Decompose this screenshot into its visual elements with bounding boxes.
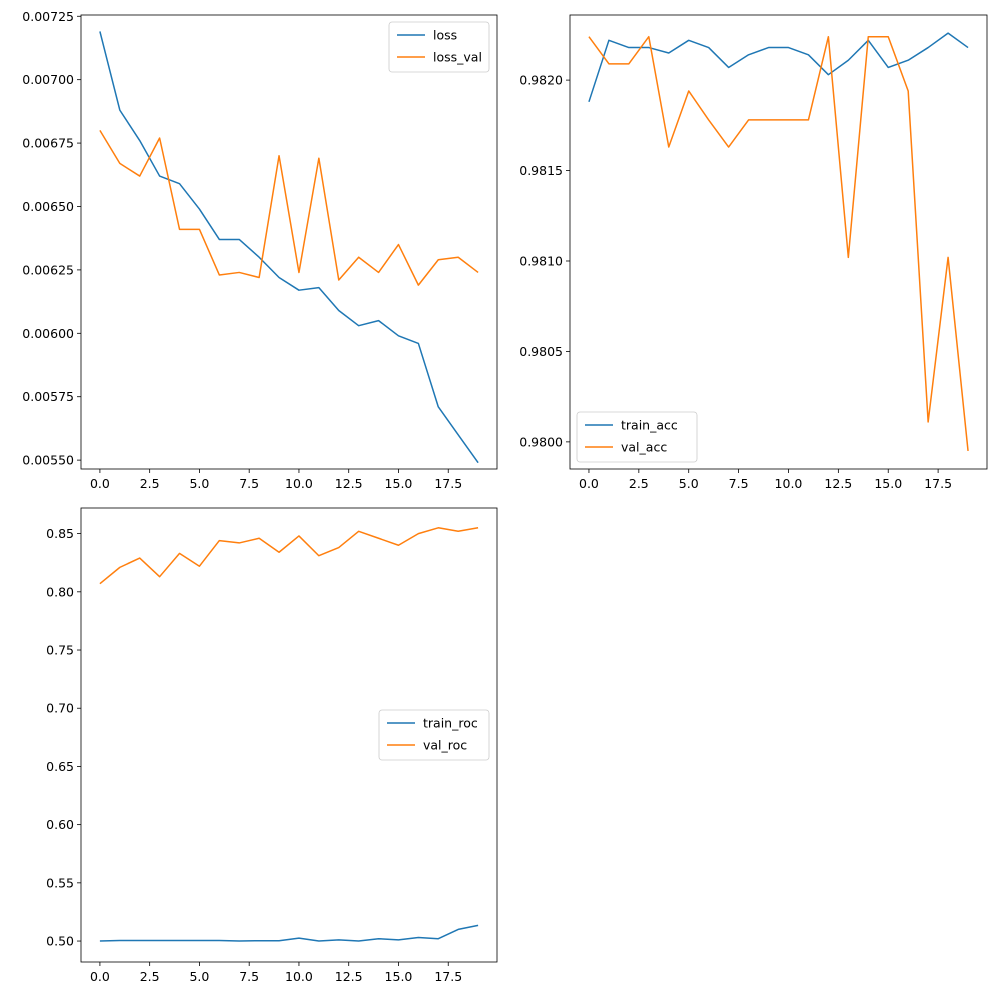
chart-2-x-tick-label: 15.0	[874, 476, 902, 491]
chart-2-y-tick-label: 0.9800	[519, 434, 563, 449]
chart-3-x-tick-label: 5.0	[189, 969, 209, 984]
chart-2-legend: train_acc val_acc	[576, 411, 698, 463]
chart-3-x-tick-label: 17.5	[434, 969, 462, 984]
chart-3-x-tick-label: 10.0	[285, 969, 313, 984]
chart-1-y-tick-label: 0.00675	[22, 136, 74, 151]
chart-1-legend-label-loss_val: loss_val	[433, 50, 482, 65]
chart-1-y-tick-label: 0.00550	[22, 453, 74, 468]
chart-1-legend: loss loss_val	[388, 21, 490, 73]
chart-1-y-tick-label: 0.00600	[22, 326, 74, 341]
chart-1-x-tick-label: 0.0	[90, 476, 110, 491]
chart-1-series-loss-line	[99, 31, 479, 464]
chart-3-x-tick-label: 2.5	[140, 969, 160, 984]
chart-3-y-tick-label: 0.85	[46, 526, 74, 541]
chart-1-x-tick-label: 5.0	[189, 476, 209, 491]
chart-3-x-tick-label: 0.0	[90, 969, 110, 984]
chart-3-frame	[80, 507, 498, 963]
chart-2-series-train_acc-line	[588, 32, 969, 103]
chart-2-y-tick-label: 0.9815	[519, 163, 563, 178]
chart-3-y-tick-label: 0.55	[46, 875, 74, 890]
chart-3-x-tick-label: 15.0	[385, 969, 413, 984]
chart-3-y-tick-label: 0.75	[46, 643, 74, 658]
chart-1-x-tick-label: 2.5	[140, 476, 160, 491]
chart-1-y-tick-label: 0.00575	[22, 389, 74, 404]
chart-1-legend-label-loss: loss	[433, 28, 457, 43]
chart-1-y-tick-label: 0.00700	[22, 72, 74, 87]
chart-2-frame	[569, 14, 988, 470]
chart-3-y-tick-label: 0.65	[46, 759, 74, 774]
chart-3-legend-label-val_roc: val_roc	[423, 738, 467, 753]
chart-3-y-tick-label: 0.70	[46, 701, 74, 716]
chart-2-x-tick-label: 0.0	[579, 476, 599, 491]
chart-2-x-tick-label: 7.5	[729, 476, 749, 491]
chart-3-series-train_roc-line	[99, 924, 479, 942]
chart-2-series-val_acc-line	[588, 35, 969, 451]
chart-2-y-tick-label: 0.9820	[519, 73, 563, 88]
chart-1-y-tick-label: 0.00650	[22, 199, 74, 214]
chart-1-y-tick-label: 0.00725	[22, 9, 74, 24]
chart-1-x-tick-label: 12.5	[335, 476, 363, 491]
chart-3: 0.0 2.5 5.0 7.5 10.0 12.5 15.0 17.5 0.50 0.55 0.60…	[46, 507, 498, 984]
chart-3-legend-label-train_roc: train_roc	[423, 716, 478, 731]
chart-2-x-tick-label: 5.0	[679, 476, 699, 491]
chart-1-x-tick-label: 10.0	[285, 476, 313, 491]
chart-2-x-tick-label: 10.0	[775, 476, 803, 491]
chart-2-y-tick-label: 0.9805	[519, 344, 563, 359]
chart-1-x-tick-label: 7.5	[239, 476, 259, 491]
chart-2-y-tick-label: 0.9810	[519, 253, 563, 268]
chart-2-x-tick-label: 17.5	[924, 476, 952, 491]
chart-1-frame	[80, 14, 498, 470]
chart-1-x-tick-label: 15.0	[385, 476, 413, 491]
chart-3-y-tick-label: 0.50	[46, 934, 74, 949]
chart-2-x-tick-label: 12.5	[824, 476, 852, 491]
chart-1: 0.0 2.5 5.0 7.5 10.0 12.5 15.0 17.5 0.00550 0.005…	[22, 9, 498, 491]
chart-3-y-tick-label: 0.80	[46, 584, 74, 599]
chart-2-legend-label-train_acc: train_acc	[621, 418, 678, 433]
chart-1-series-loss_val-line	[99, 130, 479, 286]
chart-2-x-tick-label: 2.5	[629, 476, 649, 491]
chart-3-series-val_roc-line	[99, 527, 479, 585]
chart-3-x-tick-label: 12.5	[335, 969, 363, 984]
chart-3-y-tick-label: 0.60	[46, 817, 74, 832]
chart-1-y-tick-label: 0.00625	[22, 262, 74, 277]
chart-3-legend: train_roc val_roc	[378, 709, 490, 761]
chart-2: 0.0 2.5 5.0 7.5 10.0 12.5 15.0 17.5 0.9800 0.9805…	[519, 14, 988, 491]
chart-2-legend-label-val_acc: val_acc	[621, 440, 667, 455]
chart-1-x-tick-label: 17.5	[434, 476, 462, 491]
chart-3-x-tick-label: 7.5	[239, 969, 259, 984]
